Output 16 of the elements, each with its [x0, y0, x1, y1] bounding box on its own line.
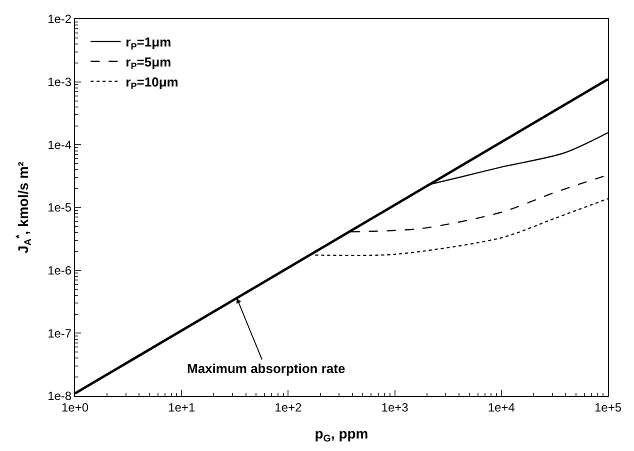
- x-tick-label: 1e+5: [594, 400, 622, 414]
- y-tick-label: 1e-3: [48, 75, 72, 90]
- y-tick-label: 1e-7: [48, 326, 72, 340]
- y-tick-label: 1e-4: [48, 138, 72, 152]
- y-tick-label: 1e-2: [48, 12, 72, 26]
- y-tick-label: 1e-5: [48, 200, 72, 215]
- y-tick-label: 1e-6: [48, 264, 72, 278]
- x-tick-label: 1e+2: [274, 400, 302, 414]
- legend-label: r$_{P}$=5μm: [126, 54, 172, 72]
- legend-label: r$_{P}$=1μm: [126, 34, 172, 52]
- x-tick-label: 1e+4: [488, 400, 516, 414]
- legend-label: r$_{P}$=10μm: [126, 74, 178, 92]
- x-axis-title: p$_{G}$, ppm: [314, 426, 368, 445]
- x-tick-label: 1e+3: [381, 400, 409, 414]
- x-tick-label: 1e+1: [168, 400, 196, 414]
- annotation: Maximum absorption rate: [187, 361, 346, 376]
